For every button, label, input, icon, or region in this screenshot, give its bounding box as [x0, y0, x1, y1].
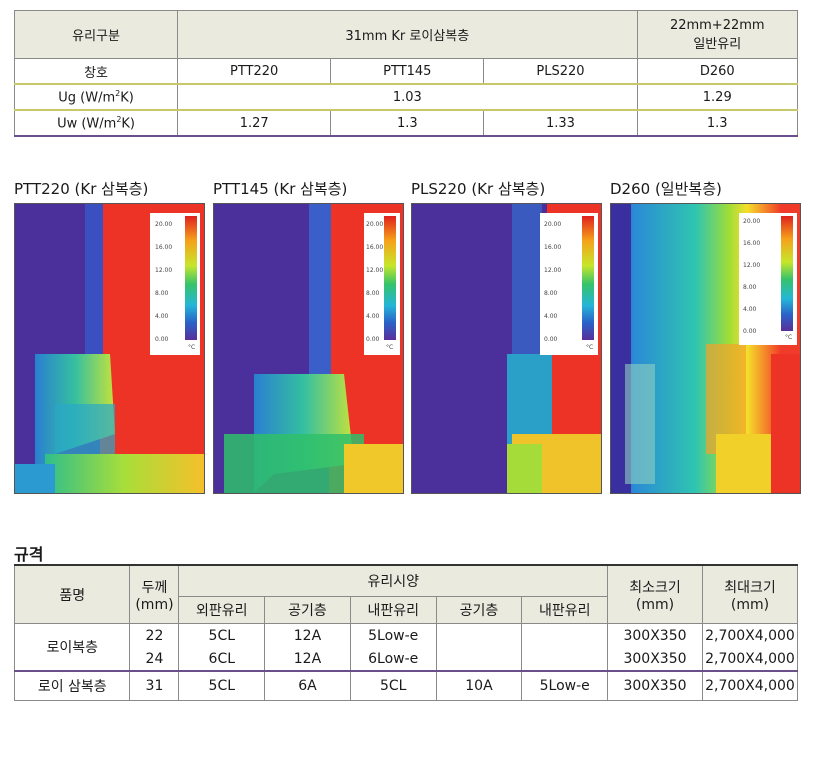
temperature-scale: 20.00 16.00 12.00 8.00 4.00 0.00	[743, 218, 761, 335]
thickness-value: 22	[129, 623, 180, 647]
inner-glass-value	[521, 623, 609, 647]
temperature-scale: 20.00 16.00 12.00 8.00 4.00 0.00	[544, 221, 562, 343]
thickness-value: 24	[129, 647, 180, 671]
inner-glass-value: 5Low-e	[349, 623, 437, 647]
thickness-value: 31	[129, 670, 180, 701]
thermal-caption: PLS220 (Kr 삼복층)	[411, 180, 546, 198]
uw-value: 1.33	[483, 109, 638, 137]
thermal-caption: PTT220 (Kr 삼복층)	[14, 180, 149, 198]
inner-glass-header: 내판유리	[349, 596, 437, 624]
spec-title: 규격	[14, 545, 44, 564]
thermal-caption: D260 (일반복층)	[610, 180, 722, 198]
outer-glass-header: 외판유리	[178, 596, 266, 624]
air-layer-value: 12A	[264, 623, 351, 647]
product-name: 로이 삼복층	[13, 670, 131, 701]
air-layer-header: 공기층	[435, 596, 523, 624]
spec-table: 품명 두께 (mm) 유리시양 최소크기 (mm) 최대크기 (mm) 외판유리…	[13, 564, 799, 701]
temperature-scale: 20.00 16.00 12.00 8.00 4.00 0.00	[155, 221, 173, 343]
unit-label: °C	[586, 344, 594, 351]
product-header: 품명	[13, 564, 131, 624]
inner-glass-value: 5Low-e	[521, 670, 609, 701]
max-size-value: 2,700X4,000	[701, 623, 799, 647]
glass-type-header: 유리구분	[13, 10, 179, 59]
model-cell: PTT145	[330, 58, 485, 85]
product-name: 로이복층	[13, 623, 131, 672]
uw-value: 1.27	[177, 109, 332, 137]
thermal-caption: PTT145 (Kr 삼복층)	[213, 180, 348, 198]
min-size-value: 300X350	[607, 647, 703, 671]
thickness-header: 두께 (mm)	[129, 564, 180, 624]
outer-glass-value: 5CL	[178, 670, 266, 701]
air-layer-value: 10A	[435, 670, 523, 701]
air-layer-value	[435, 647, 523, 671]
inner-glass-value	[521, 647, 609, 671]
unit-label: °C	[188, 344, 196, 351]
inner-glass-value: 6Low-e	[349, 647, 437, 671]
normal-double-header: 22mm+22mm 일반유리	[636, 10, 799, 59]
inner-glass-header: 내판유리	[521, 596, 609, 624]
min-size-value: 300X350	[607, 670, 703, 701]
thermal-image-d260: 20.00 16.00 12.00 8.00 4.00 0.00 °C	[610, 203, 801, 494]
air-layer-value: 6A	[264, 670, 351, 701]
model-cell: D260	[636, 58, 799, 85]
uw-value: 1.3	[636, 109, 799, 137]
min-size-value: 300X350	[607, 623, 703, 647]
inner-glass-value: 5CL	[349, 670, 437, 701]
air-layer-header: 공기층	[264, 596, 351, 624]
air-layer-value	[435, 623, 523, 647]
outer-glass-value: 6CL	[178, 647, 266, 671]
kr-triple-header: 31mm Kr 로이삼복층	[177, 10, 638, 59]
unit-label: °C	[386, 344, 394, 351]
ug-label: Ug (W/m2K)	[13, 83, 179, 111]
model-cell: PLS220	[483, 58, 638, 85]
ug-value-normal: 1.29	[636, 83, 799, 111]
max-size-value: 2,700X4,000	[701, 647, 799, 671]
thermal-image-ptt145: 20.00 16.00 12.00 8.00 4.00 0.00 °C	[213, 203, 404, 494]
temperature-scale: 20.00 16.00 12.00 8.00 4.00 0.00	[366, 221, 384, 343]
u-value-table: 유리구분 31mm Kr 로이삼복층 22mm+22mm 일반유리 창호 PTT…	[13, 10, 799, 137]
outer-glass-value: 5CL	[178, 623, 266, 647]
uw-value: 1.3	[330, 109, 485, 137]
max-size-header: 최대크기 (mm)	[701, 564, 799, 624]
glass-spec-header: 유리시양	[178, 564, 609, 597]
uw-label: Uw (W/m2K)	[13, 109, 179, 137]
max-size-value: 2,700X4,000	[701, 670, 799, 701]
thermal-image-ptt220: 20.00 16.00 12.00 8.00 4.00 0.00 °C	[14, 203, 205, 494]
window-label: 창호	[13, 58, 179, 85]
ug-value-kr: 1.03	[177, 83, 638, 111]
air-layer-value: 12A	[264, 647, 351, 671]
thermal-image-pls220: 20.00 16.00 12.00 8.00 4.00 0.00 °C	[411, 203, 602, 494]
unit-label: °C	[785, 334, 793, 341]
model-cell: PTT220	[177, 58, 332, 85]
min-size-header: 최소크기 (mm)	[607, 564, 703, 624]
